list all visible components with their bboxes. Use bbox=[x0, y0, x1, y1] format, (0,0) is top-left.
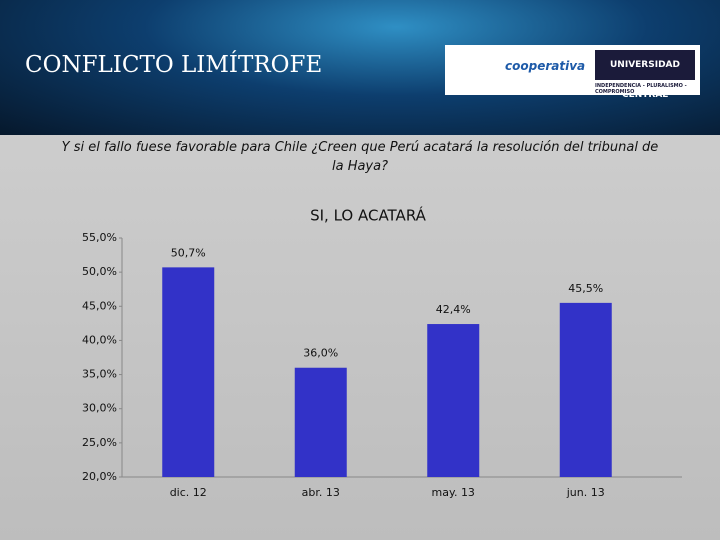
logo-text: UNIVERSIDAD CENTRAL bbox=[595, 50, 695, 100]
x-tick-label: jun. 13 bbox=[566, 486, 605, 499]
x-tick-label: abr. 13 bbox=[302, 486, 340, 499]
logo-text: cooperativa bbox=[505, 59, 586, 73]
y-tick-label: 30,0% bbox=[82, 402, 117, 415]
value-label: 42,4% bbox=[436, 303, 471, 316]
y-tick-label: 50,0% bbox=[82, 265, 117, 278]
bar bbox=[427, 324, 480, 477]
y-tick-label: 45,0% bbox=[82, 299, 117, 312]
slide-title: CONFLICTO LIMÍTROFE bbox=[25, 52, 323, 78]
bar bbox=[559, 302, 612, 477]
logo-text: INDEPENDENCIA - PLURALISMO - COMPROMISO bbox=[595, 83, 687, 95]
value-label: 50,7% bbox=[171, 246, 206, 259]
value-label: 36,0% bbox=[303, 347, 338, 360]
question: Y si el fallo fuese favorable para Chile… bbox=[61, 140, 659, 174]
y-tick-label: 20,0% bbox=[82, 470, 117, 483]
x-tick-label: may. 13 bbox=[432, 486, 475, 499]
bar bbox=[162, 267, 215, 477]
bar bbox=[294, 367, 347, 477]
y-tick-label: 35,0% bbox=[82, 368, 117, 381]
chart-title: SI, LO ACATARÁ bbox=[310, 206, 427, 225]
logos: cooperativa UNIVERSIDAD CENTRAL INDEPEND… bbox=[445, 45, 700, 100]
y-tick-label: 25,0% bbox=[82, 436, 117, 449]
y-tick-label: 55,0% bbox=[82, 231, 117, 244]
value-label: 45,5% bbox=[568, 282, 603, 295]
x-tick-label: dic. 12 bbox=[170, 486, 207, 499]
y-tick-label: 40,0% bbox=[82, 333, 117, 346]
